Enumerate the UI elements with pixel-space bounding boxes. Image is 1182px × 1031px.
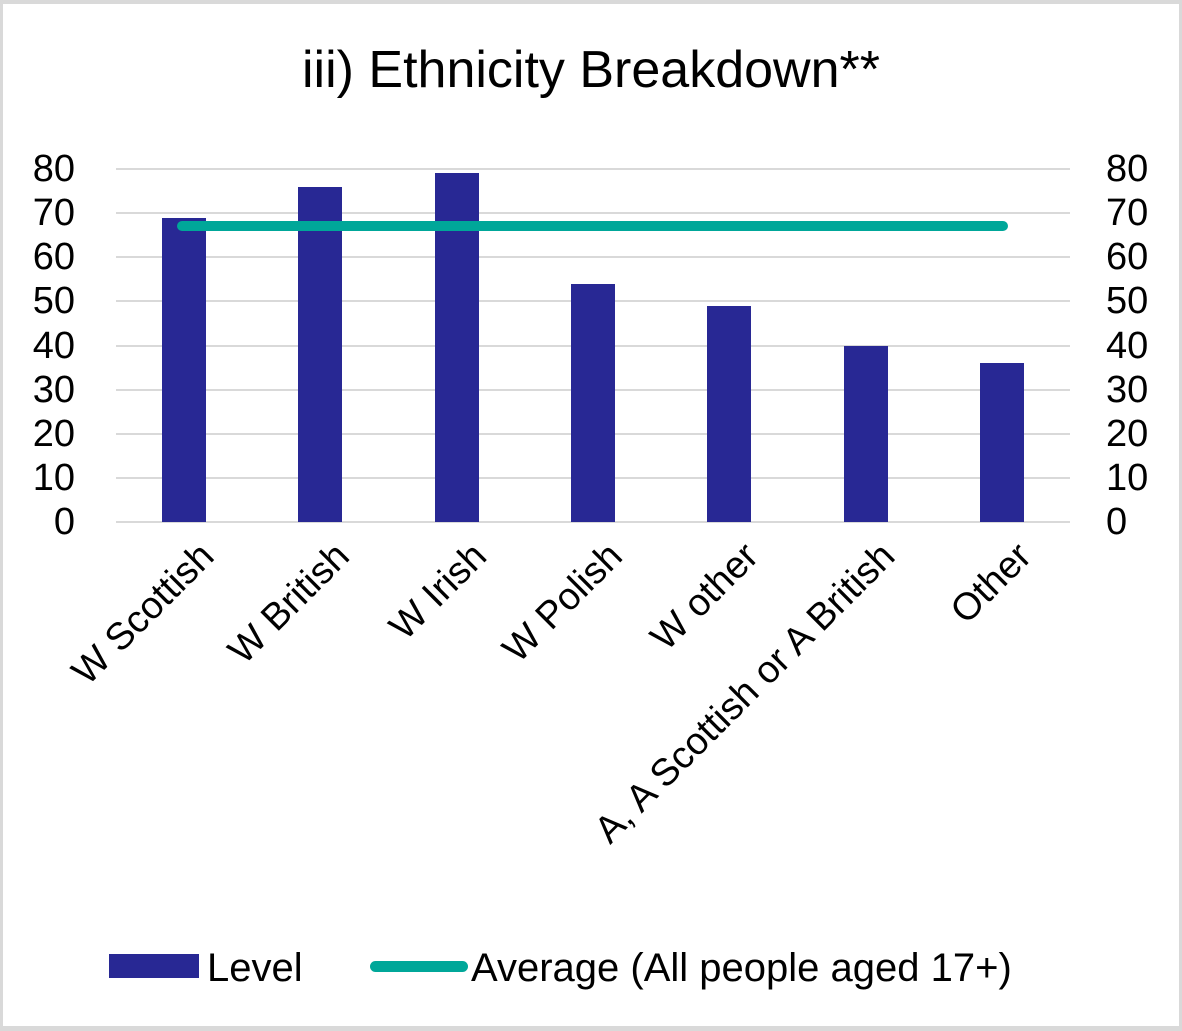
y-tick-left: 20 bbox=[32, 412, 75, 455]
y-tick-right: 80 bbox=[1106, 148, 1149, 190]
bar-w-polish bbox=[571, 283, 615, 522]
y-tick-left: 10 bbox=[32, 456, 75, 499]
y-tick-right: 50 bbox=[1106, 280, 1149, 323]
bar-w-other bbox=[707, 305, 752, 522]
bar-w-british bbox=[298, 186, 343, 522]
y-tick-left: 80 bbox=[32, 148, 75, 190]
x-axis-label: W Scottish bbox=[63, 535, 222, 694]
y-tick-right: 30 bbox=[1106, 368, 1149, 411]
gridline bbox=[116, 212, 1070, 215]
chart-title: iii) Ethnicity Breakdown** bbox=[301, 41, 881, 99]
x-axis-label: W Irish bbox=[381, 535, 495, 649]
y-tick-left: 30 bbox=[32, 368, 75, 411]
x-axis-label: Other bbox=[942, 535, 1040, 632]
y-tick-right: 40 bbox=[1106, 324, 1149, 367]
gridline bbox=[116, 521, 1070, 523]
bar-w-irish bbox=[434, 173, 479, 522]
average-line bbox=[177, 221, 1008, 232]
y-tick-right: 70 bbox=[1106, 192, 1149, 235]
bar-a-a-scottish-or-a-british bbox=[843, 345, 888, 522]
bar-other bbox=[979, 363, 1024, 522]
y-tick-right: 20 bbox=[1106, 412, 1149, 455]
y-tick-left: 40 bbox=[32, 324, 75, 367]
y-tick-left: 60 bbox=[32, 236, 75, 279]
y-tick-left: 70 bbox=[32, 192, 75, 235]
y-tick-left: 0 bbox=[53, 501, 75, 543]
gridline bbox=[116, 256, 1070, 259]
y-tick-right: 0 bbox=[1106, 501, 1128, 543]
x-axis-label: W other bbox=[643, 535, 767, 659]
bar-w-scottish bbox=[162, 217, 207, 522]
legend-bar-label: Level bbox=[207, 946, 303, 990]
legend-line-label: Average (All people aged 17+) bbox=[471, 946, 1012, 990]
y-tick-right: 60 bbox=[1106, 236, 1149, 279]
y-tick-right: 10 bbox=[1106, 456, 1149, 499]
gridline bbox=[116, 168, 1070, 170]
legend-bar-swatch bbox=[109, 954, 199, 978]
y-tick-left: 50 bbox=[32, 280, 75, 323]
x-axis-label: W Polish bbox=[494, 535, 631, 671]
legend-line-swatch bbox=[370, 961, 468, 972]
x-axis-label: W British bbox=[220, 535, 359, 673]
